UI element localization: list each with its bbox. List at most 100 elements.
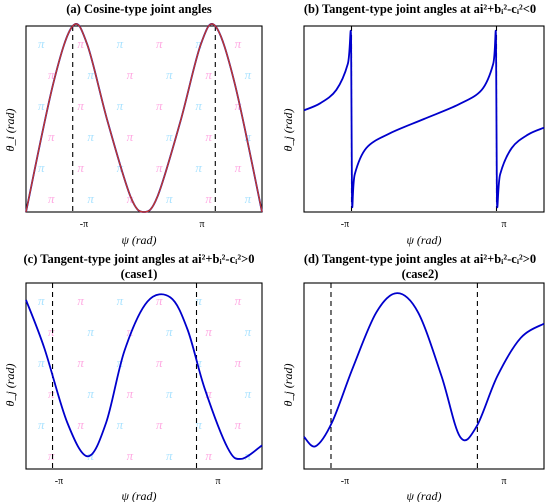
panel-b: (b) Tangent-type joint angles at ai²+bᵢ²… <box>281 2 545 247</box>
chart-title-main: (d) Tangent-type joint angles at a <box>304 252 481 266</box>
watermark-glyph: π <box>48 67 55 82</box>
plot-frame <box>25 282 263 470</box>
watermark-glyph: π <box>195 160 202 175</box>
series-group <box>303 283 545 469</box>
watermark-glyph: π <box>77 417 84 432</box>
watermark-glyph: π <box>87 386 94 401</box>
background-watermark-glyphs: π π π π π ππ π π π π ππ π π π π ππ π π π π ππ π π π π ππ π π π π π <box>38 293 252 463</box>
watermark-glyph: π <box>205 191 212 206</box>
watermark-glyph: π <box>205 129 212 144</box>
chart-subtitle: (case1) <box>121 267 158 281</box>
watermark-glyph: π <box>117 98 124 113</box>
x-tick-label: -π <box>80 219 88 230</box>
watermark-glyph: π <box>156 417 163 432</box>
watermark-glyph: π <box>166 129 173 144</box>
chart-title: (a) Cosine-type joint angles <box>66 2 212 16</box>
watermark-glyph: π <box>127 191 134 206</box>
watermark-glyph: π <box>38 160 45 175</box>
watermark-glyph: π <box>156 293 163 308</box>
chart-title-suffix: i²+bᵢ²-cᵢ²<0 <box>480 2 536 16</box>
watermark-glyph: π <box>166 191 173 206</box>
watermark-glyph: π <box>156 36 163 51</box>
watermark-glyph: π <box>77 98 84 113</box>
watermark-glyph: π <box>195 293 202 308</box>
watermark-glyph: π <box>77 160 84 175</box>
watermark-glyph: π <box>195 98 202 113</box>
series-line <box>303 29 545 209</box>
watermark-glyph: π <box>38 36 45 51</box>
chart-title-suffix: i²+bᵢ²-cᵢ²>0 <box>198 252 254 266</box>
watermark-glyph: π <box>205 67 212 82</box>
chart-title-main: (c) Tangent-type joint angles at a <box>24 252 199 266</box>
watermark-glyph: π <box>245 129 252 144</box>
watermark-glyph: π <box>245 191 252 206</box>
x-tick-label: π <box>215 476 220 487</box>
x-tick-label: π <box>501 219 506 230</box>
y-axis-label: θ_j (rad) <box>3 364 17 407</box>
y-axis-label: θ_j (rad) <box>281 364 295 407</box>
series-line <box>25 23 263 213</box>
plot-frame <box>303 282 545 470</box>
watermark-glyph: π <box>127 129 134 144</box>
x-axis-label: ψ (rad) <box>406 233 441 247</box>
background-watermark-glyphs: π π π π π ππ π π π π ππ π π π π ππ π π π π ππ π π π π ππ π π π π π <box>38 36 252 206</box>
watermark-glyph: π <box>235 293 242 308</box>
watermark-glyph: π <box>235 417 242 432</box>
chart-title-suffix: i²+bᵢ²-cᵢ²>0 <box>480 252 536 266</box>
watermark-glyph: π <box>48 129 55 144</box>
watermark-glyph: π <box>117 36 124 51</box>
watermark-glyph: π <box>166 448 173 463</box>
watermark-glyph: π <box>205 448 212 463</box>
watermark-glyph: π <box>195 417 202 432</box>
watermark-glyph: π <box>127 448 134 463</box>
watermark-glyph: π <box>117 293 124 308</box>
chart-title: (d) Tangent-type joint angles at ai²+bᵢ²… <box>304 252 536 266</box>
chart-title-main: (b) Tangent-type joint angles at a <box>304 2 481 16</box>
watermark-glyph: π <box>48 324 55 339</box>
watermark-glyph: π <box>235 160 242 175</box>
y-axis-label: θ_j (rad) <box>281 109 295 152</box>
x-axis-label: ψ (rad) <box>406 489 441 502</box>
watermark-glyph: π <box>195 36 202 51</box>
watermark-glyph: π <box>235 36 242 51</box>
watermark-glyph: π <box>38 417 45 432</box>
watermark-glyph: π <box>77 36 84 51</box>
x-tick-label: π <box>501 476 506 487</box>
watermark-glyph: π <box>156 160 163 175</box>
watermark-glyph: π <box>166 324 173 339</box>
watermark-glyph: π <box>87 129 94 144</box>
watermark-glyph: π <box>156 355 163 370</box>
watermark-glyph: π <box>38 293 45 308</box>
series-line <box>25 293 263 460</box>
watermark-glyph: π <box>127 324 134 339</box>
series-group <box>303 26 545 212</box>
x-tick-label: -π <box>341 219 349 230</box>
x-axis-label: ψ (rad) <box>121 489 156 502</box>
watermark-glyph: π <box>195 355 202 370</box>
watermark-glyph: π <box>87 324 94 339</box>
x-axis-label: ψ (rad) <box>121 233 156 247</box>
x-tick-label: π <box>199 219 204 230</box>
series-group <box>25 283 263 469</box>
watermark-glyph: π <box>48 386 55 401</box>
watermark-glyph: π <box>245 324 252 339</box>
watermark-glyph: π <box>235 355 242 370</box>
y-axis-label: θ_i (rad) <box>3 109 17 152</box>
watermark-glyph: π <box>77 355 84 370</box>
panel-a: (a) Cosine-type joint angles π π π π π π π π π π π… <box>3 2 263 247</box>
x-tick-label: -π <box>55 476 63 487</box>
watermark-glyph: π <box>77 293 84 308</box>
watermark-glyph: π <box>38 355 45 370</box>
watermark-glyph: π <box>166 386 173 401</box>
watermark-glyph: π <box>48 191 55 206</box>
panel-c: (c) Tangent-type joint angles at ai²+bᵢ²… <box>3 252 263 502</box>
series-group <box>25 23 263 213</box>
watermark-glyph: π <box>156 98 163 113</box>
watermark-glyph: π <box>205 324 212 339</box>
watermark-glyph: π <box>235 98 242 113</box>
watermark-glyph: π <box>87 191 94 206</box>
watermark-glyph: π <box>38 98 45 113</box>
watermark-glyph: π <box>87 67 94 82</box>
watermark-glyph: π <box>48 448 55 463</box>
